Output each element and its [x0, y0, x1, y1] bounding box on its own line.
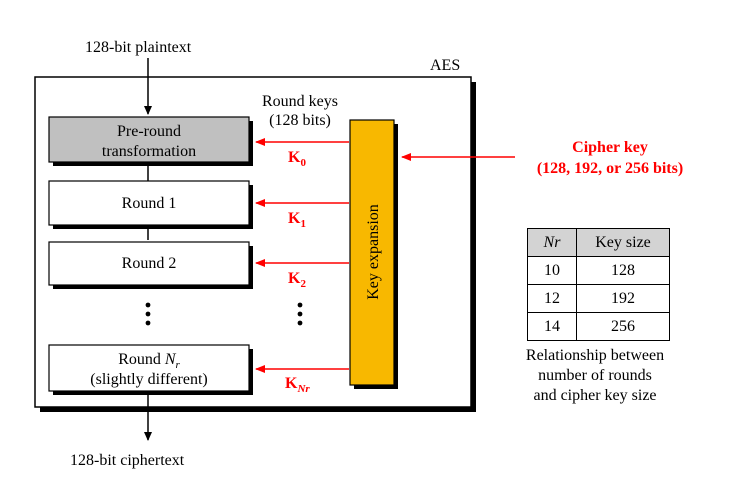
- header-nr: Nr: [527, 228, 577, 257]
- table-row: 10 128: [527, 256, 670, 285]
- k2-label: K2: [288, 270, 306, 290]
- table-caption: Relationship between number of rounds an…: [500, 346, 690, 406]
- round-nr-line1: Round Nr: [118, 351, 180, 371]
- caption-line2: number of rounds: [538, 367, 652, 384]
- caption-line3: and cipher key size: [533, 387, 657, 404]
- header-keysize: Key size: [576, 228, 670, 257]
- ciphertext-label: 128-bit ciphertext: [70, 452, 185, 469]
- table-row: 12 192: [527, 284, 670, 313]
- key-expansion-box: [349, 119, 395, 386]
- pre-round-line1: Pre-round: [117, 123, 181, 140]
- k1-label: K1: [288, 210, 306, 230]
- round-keys-line2: (128 bits): [269, 112, 331, 129]
- caption-line1: Relationship between: [525, 347, 665, 364]
- round1-box: [48, 180, 250, 226]
- round2-label: Round 2: [122, 255, 177, 272]
- round1-label: Round 1: [122, 195, 177, 212]
- cell-keysize: 256: [576, 312, 670, 341]
- round-nr-box: [48, 344, 250, 392]
- plaintext-label: 128-bit plaintext: [85, 39, 192, 56]
- cipher-key-line2: (128, 192, or 256 bits): [537, 160, 683, 177]
- k0-label: K0: [288, 149, 306, 169]
- pre-round-box: [48, 116, 250, 163]
- round-keys-line1: Round keys: [262, 93, 338, 110]
- cell-nr: 12: [527, 284, 577, 313]
- rounds-keysize-table: Nr Key size 10 128 12 192 14 256: [527, 228, 670, 341]
- round-nr-line2: (slightly different): [90, 371, 207, 388]
- cipher-key-line1: Cipher key: [572, 139, 648, 156]
- table-header-row: Nr Key size: [527, 228, 670, 257]
- round2-box: [48, 241, 250, 286]
- knr-label: KNr: [285, 375, 310, 395]
- cell-keysize: 192: [576, 284, 670, 313]
- table-row: 14 256: [527, 312, 670, 341]
- cell-nr: 10: [527, 256, 577, 285]
- ellipsis-dots-right: [297, 302, 303, 326]
- key-expansion-label: Key expansion: [365, 204, 382, 300]
- ellipsis-dots-left: [145, 302, 151, 326]
- aes-label: AES: [430, 57, 460, 74]
- cell-keysize: 128: [576, 256, 670, 285]
- cell-nr: 14: [527, 312, 577, 341]
- pre-round-line2: transformation: [102, 143, 196, 160]
